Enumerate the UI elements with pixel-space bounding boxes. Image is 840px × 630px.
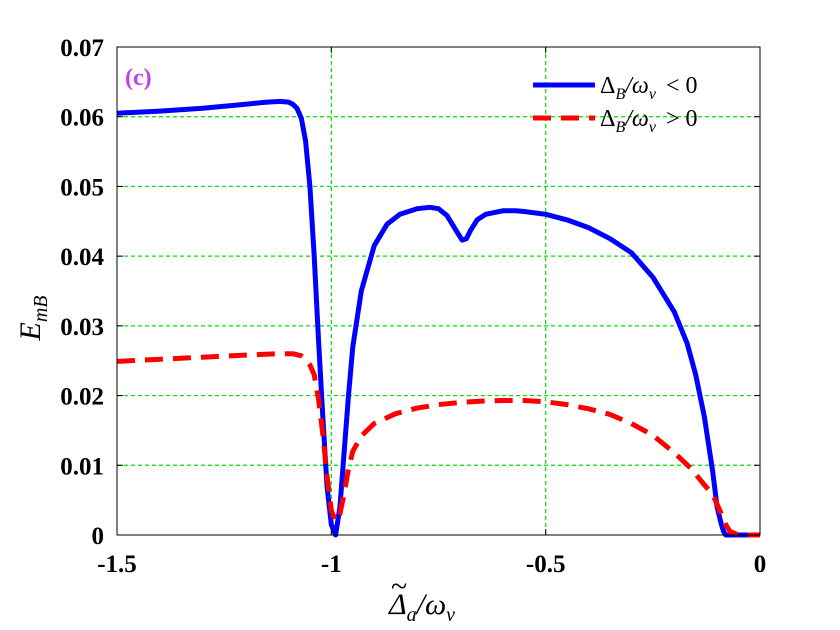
xlabel-rest: /ω — [415, 588, 447, 621]
y-axis-label: EmB — [14, 296, 52, 342]
x-tick-label-0: -1.5 — [97, 551, 137, 578]
grid-lines — [117, 47, 760, 535]
legend-0-sub2: ν — [649, 86, 657, 103]
legend-entry-1: ΔB/ων > 0 — [600, 106, 698, 136]
x-tick-label-1: -1 — [321, 551, 342, 578]
y-tick-label-3: 0.03 — [60, 314, 104, 341]
legend-1-sub2: ν — [649, 119, 657, 136]
legend-1-mid: /ω — [623, 106, 649, 132]
legend-0-base: Δ — [600, 73, 615, 99]
series-line-1 — [116, 351, 760, 538]
legend-0-mid: /ω — [623, 73, 649, 99]
y-tick-label-7: 0.07 — [60, 35, 104, 62]
x-axis-label-tilde: ~ — [391, 570, 407, 603]
x-axis-label: Δa/ων — [388, 588, 455, 626]
legend-1-sub: B — [615, 119, 625, 136]
ylabel-base: E — [14, 322, 47, 341]
legend: ΔB/ων < 0 ΔB/ων > 0 — [533, 73, 698, 136]
xlabel-sub2: ν — [446, 604, 455, 626]
y-tick-label-0: 0 — [92, 523, 105, 550]
legend-0-sub: B — [615, 86, 625, 103]
y-tick-label-2: 0.02 — [60, 384, 104, 411]
xlabel-sub: a — [407, 604, 417, 626]
series-lines — [116, 98, 760, 538]
xlabel-base: Δ — [388, 588, 407, 621]
panel-label: (c) — [125, 65, 152, 91]
plot-frame — [116, 46, 761, 536]
x-tick-label-3: 0 — [754, 551, 767, 578]
y-tick-label-5: 0.05 — [60, 174, 104, 201]
y-tick-label-6: 0.06 — [60, 105, 104, 132]
y-tick-label-1: 0.01 — [60, 453, 104, 480]
legend-1-rel: > 0 — [666, 106, 698, 132]
series-line-0 — [116, 98, 760, 538]
legend-1-base: Δ — [600, 106, 615, 132]
legend-entry-0: ΔB/ων < 0 — [600, 73, 698, 103]
ylabel-sub: mB — [30, 296, 52, 323]
y-tick-label-4: 0.04 — [60, 244, 104, 271]
legend-0-rel: < 0 — [666, 73, 698, 99]
x-tick-label-2: -0.5 — [526, 551, 566, 578]
axis-ticks: -1.5 -1 -0.5 0 0 0.01 0.02 0.03 0.04 0.05 0.06 0.07 — [60, 35, 766, 578]
